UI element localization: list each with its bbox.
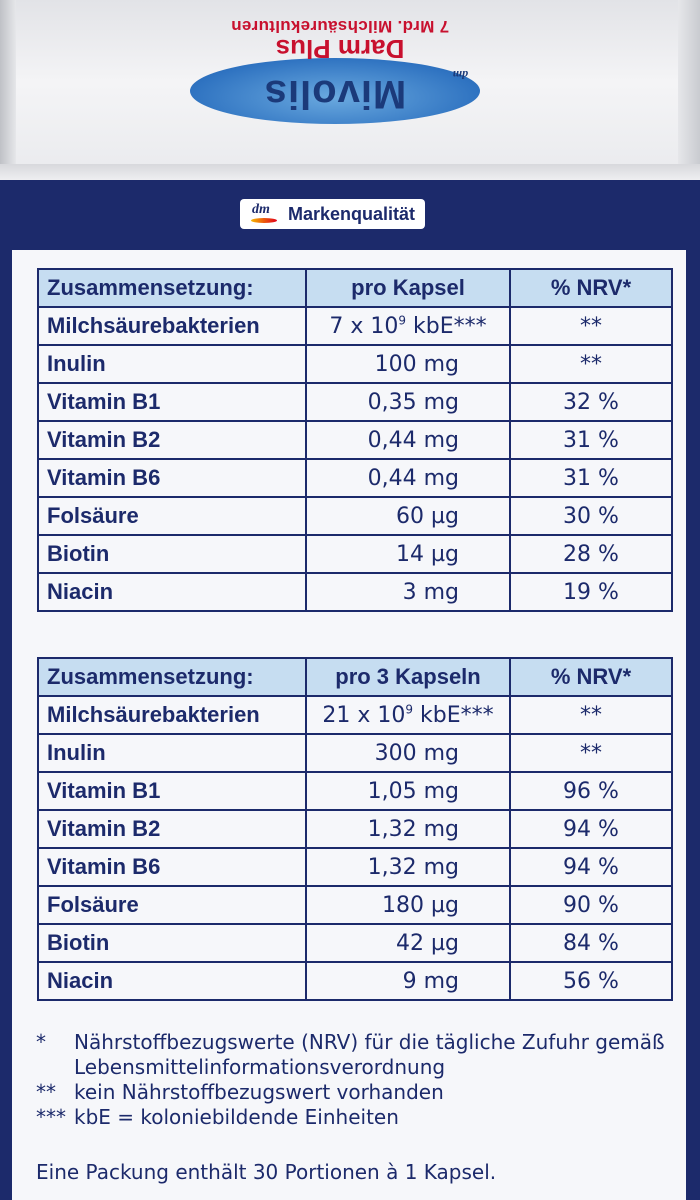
dm-logo-icon: dm (250, 202, 280, 226)
nutrient-amount: 1,32 mg (305, 809, 511, 849)
nutrient-amount: 0,35 mg (305, 382, 511, 422)
nutrient-nrv: ** (509, 306, 673, 346)
nutrient-name: Milchsäurebakterien (37, 695, 307, 735)
table-row: Inulin 300 mg ** (37, 733, 673, 773)
nutrient-name: Folsäure (37, 885, 307, 925)
table-row: Niacin 9 mg 56 % (37, 961, 673, 1001)
table-header-row: Zusammensetzung: pro Kapsel % NRV* (37, 268, 673, 308)
nutrient-nrv: ** (509, 695, 673, 735)
header-nrv: % NRV* (509, 657, 673, 697)
brand-dm-mark: dm (452, 68, 468, 82)
nutrient-nrv: ** (509, 344, 673, 384)
table-row: Folsäure 60 µg 30 % (37, 496, 673, 536)
product-tagline: 7 Mrd. Milchsäurekulturen (230, 17, 450, 36)
nutrient-nrv: ** (509, 733, 673, 773)
brand-logo: Mivolis (263, 72, 407, 116)
nutrient-nrv: 32 % (509, 382, 673, 422)
quality-badge: dm Markenqualität (240, 199, 426, 229)
nutrient-name: Vitamin B6 (37, 458, 307, 498)
nutrient-nrv: 31 % (509, 420, 673, 460)
nutrient-name: Milchsäurebakterien (37, 306, 307, 346)
table-row: Folsäure 180 µg 90 % (37, 885, 673, 925)
nutrient-amount: 14 µg (305, 534, 511, 574)
header-amount: pro 3 Kapseln (305, 657, 511, 697)
table-row: Biotin 42 µg 84 % (37, 923, 673, 963)
footnote-text: kein Nährstoffbezugswert vorhanden (74, 1080, 444, 1104)
nutrient-amount: 0,44 mg (305, 420, 511, 460)
nutrient-amount: 3 mg (305, 572, 511, 612)
footnote-marker: *** (36, 1105, 66, 1129)
nutrient-amount: 60 µg (305, 496, 511, 536)
footnote-marker: * (36, 1030, 46, 1054)
nutrient-amount: 300 mg (305, 733, 511, 773)
nutrient-amount: 1,05 mg (305, 771, 511, 811)
product-name: Darm Plus (275, 34, 405, 64)
nutrient-nrv: 96 % (509, 771, 673, 811)
nutrient-name: Niacin (37, 961, 307, 1001)
nutrient-name: Inulin (37, 733, 307, 773)
nutrient-amount: 21 x 109 kbE*** (305, 695, 511, 735)
nutrient-name: Biotin (37, 534, 307, 574)
footnotes: * Nährstoffbezugswerte (NRV) für die täg… (36, 1030, 676, 1130)
nutrient-nrv: 94 % (509, 809, 673, 849)
nutrient-nrv: 56 % (509, 961, 673, 1001)
nutrient-name: Vitamin B2 (37, 809, 307, 849)
side-border-right (686, 180, 700, 1200)
header-amount: pro Kapsel (305, 268, 511, 308)
footnote: *** kbE = koloniebildende Einheiten (36, 1105, 676, 1130)
nutrient-name: Niacin (37, 572, 307, 612)
nutrient-amount: 100 mg (305, 344, 511, 384)
nutrient-name: Vitamin B1 (37, 382, 307, 422)
nutrient-nrv: 84 % (509, 923, 673, 963)
table-row: Vitamin B6 0,44 mg 31 % (37, 458, 673, 498)
nutrient-nrv: 30 % (509, 496, 673, 536)
nutrient-amount: 0,44 mg (305, 458, 511, 498)
nutrient-amount: 9 mg (305, 961, 511, 1001)
nutrient-amount: 7 x 109 kbE*** (305, 306, 511, 346)
side-border-left (0, 180, 12, 1200)
nutrient-name: Biotin (37, 923, 307, 963)
nutrient-amount: 42 µg (305, 923, 511, 963)
footnote-text: kbE = koloniebildende Einheiten (74, 1105, 399, 1129)
table-header-row: Zusammensetzung: pro 3 Kapseln % NRV* (37, 657, 673, 697)
nutrient-nrv: 28 % (509, 534, 673, 574)
table-row: Vitamin B2 1,32 mg 94 % (37, 809, 673, 849)
nutrient-name: Inulin (37, 344, 307, 384)
lid-print-rotated: Mivolis dm Darm Plus 7 Mrd. Milchsäureku… (0, 0, 700, 160)
nutrient-nrv: 31 % (509, 458, 673, 498)
header-nrv: % NRV* (509, 268, 673, 308)
quality-label: Markenqualität (288, 203, 416, 224)
table-row: Inulin 100 mg ** (37, 344, 673, 384)
nutrient-amount: 1,32 mg (305, 847, 511, 887)
footnote-marker: ** (36, 1080, 56, 1104)
table-row: Vitamin B2 0,44 mg 31 % (37, 420, 673, 460)
header-composition: Zusammensetzung: (37, 268, 307, 308)
nutrient-name: Vitamin B2 (37, 420, 307, 460)
footnote: * Nährstoffbezugswerte (NRV) für die täg… (36, 1030, 676, 1080)
nutrient-name: Vitamin B1 (37, 771, 307, 811)
footnote-text: Nährstoffbezugswerte (NRV) für die tägli… (74, 1030, 665, 1079)
nutrition-table-per-3-capsules: Zusammensetzung: pro 3 Kapseln % NRV* Mi… (37, 657, 673, 1001)
table-row: Vitamin B1 1,05 mg 96 % (37, 771, 673, 811)
table-row: Vitamin B6 1,32 mg 94 % (37, 847, 673, 887)
package-lid: Mivolis dm Darm Plus 7 Mrd. Milchsäureku… (0, 0, 700, 182)
nutrient-name: Folsäure (37, 496, 307, 536)
header-composition: Zusammensetzung: (37, 657, 307, 697)
table-row: Niacin 3 mg 19 % (37, 572, 673, 612)
nutrition-table-per-capsule: Zusammensetzung: pro Kapsel % NRV* Milch… (37, 268, 673, 612)
table-row: Milchsäurebakterien 7 x 109 kbE*** ** (37, 306, 673, 346)
table-row: Biotin 14 µg 28 % (37, 534, 673, 574)
nutrient-name: Vitamin B6 (37, 847, 307, 887)
nutrient-nrv: 90 % (509, 885, 673, 925)
footnote: ** kein Nährstoffbezugswert vorhanden (36, 1080, 676, 1105)
table-row: Milchsäurebakterien 21 x 109 kbE*** ** (37, 695, 673, 735)
table-row: Vitamin B1 0,35 mg 32 % (37, 382, 673, 422)
pack-info: Eine Packung enthält 30 Portionen à 1 Ka… (36, 1160, 497, 1184)
nutrient-nrv: 19 % (509, 572, 673, 612)
nutrient-amount: 180 µg (305, 885, 511, 925)
nutrient-nrv: 94 % (509, 847, 673, 887)
